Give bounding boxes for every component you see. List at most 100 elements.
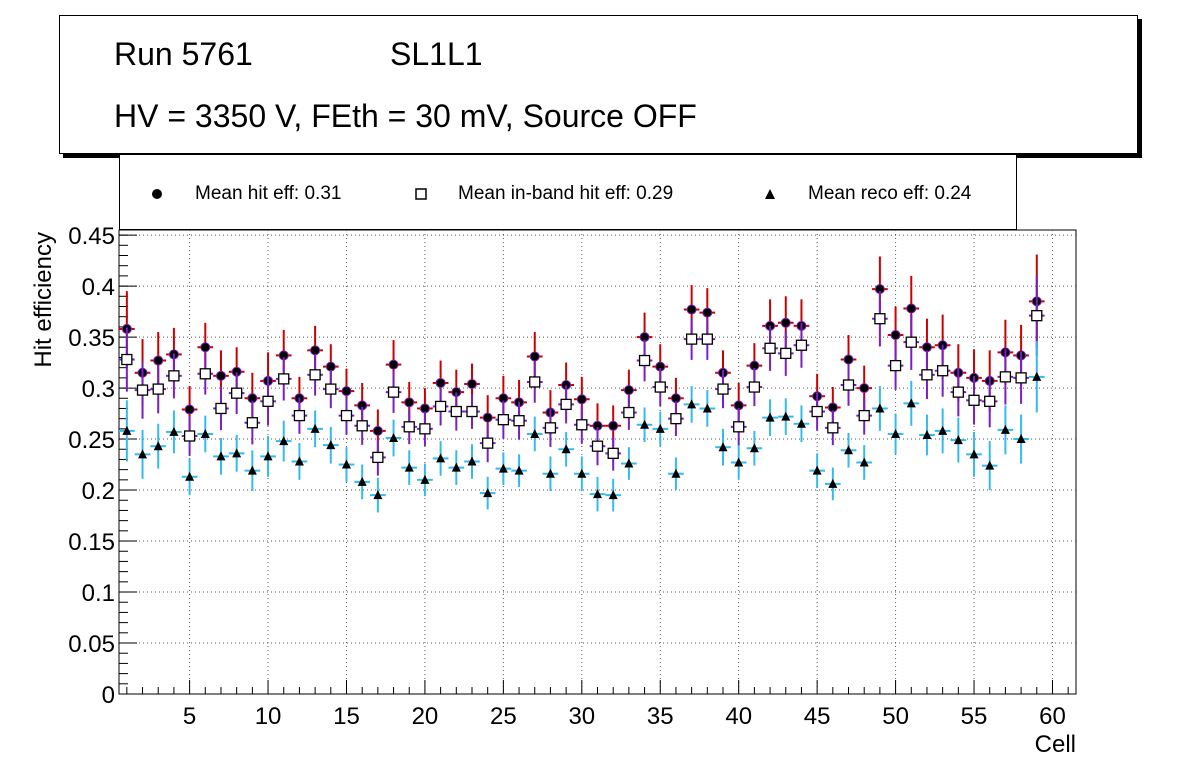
reco-point xyxy=(498,463,508,473)
hit-point xyxy=(325,361,336,372)
hit-point xyxy=(702,307,713,318)
series-mean-inband-hit-eff xyxy=(119,275,1045,476)
inband-point xyxy=(733,421,745,433)
reco-point xyxy=(938,425,948,435)
inband-point xyxy=(340,409,353,422)
inband-point xyxy=(1015,372,1027,384)
y-tick-label: 0.3 xyxy=(82,376,115,403)
inband-point xyxy=(921,369,933,381)
reco-point xyxy=(420,474,430,484)
reco-point xyxy=(655,423,665,433)
y-tick-label: 0 xyxy=(102,682,115,709)
y-tick-label: 0.05 xyxy=(68,631,115,658)
hit-point xyxy=(890,330,901,341)
run-info-box: Run 5761 SL1L1 HV = 3350 V, FEth = 30 mV… xyxy=(59,15,1138,154)
series-mean-reco-eff xyxy=(119,341,1045,513)
hit-point xyxy=(184,404,195,415)
inband-point xyxy=(984,395,996,407)
reco-point xyxy=(404,462,414,472)
reco-point xyxy=(389,433,399,443)
inband-point xyxy=(576,419,588,431)
inband-point xyxy=(136,384,149,396)
reco-point xyxy=(891,428,901,438)
reco-point xyxy=(185,471,195,481)
reco-point xyxy=(922,429,932,439)
inband-point xyxy=(529,376,541,388)
reco-point xyxy=(953,435,963,445)
reco-point xyxy=(451,462,461,472)
reco-point xyxy=(671,468,681,478)
inband-point xyxy=(670,413,682,425)
hit-point xyxy=(215,370,226,381)
inband-point xyxy=(795,339,808,351)
inband-point xyxy=(356,420,368,432)
inband-point xyxy=(121,353,133,366)
hit-point xyxy=(310,345,321,356)
inband-point xyxy=(827,422,839,434)
inband-point xyxy=(231,387,243,399)
reco-point xyxy=(263,451,273,461)
hit-point xyxy=(843,354,854,365)
inband-point xyxy=(152,383,164,395)
hit-point xyxy=(341,386,352,397)
hit-point xyxy=(388,359,399,370)
reco-point xyxy=(1016,434,1026,444)
reco-point xyxy=(483,488,493,498)
inband-point xyxy=(246,417,259,429)
reco-point xyxy=(577,468,587,478)
legend-inband-eff: Mean in-band hit eff: 0.29 xyxy=(458,183,674,204)
inband-point xyxy=(450,405,462,418)
inband-point xyxy=(780,347,792,360)
inband-point xyxy=(372,451,384,464)
inband-point xyxy=(764,342,776,354)
inband-point xyxy=(748,381,761,393)
inband-point xyxy=(952,386,964,398)
reco-point xyxy=(279,436,289,446)
reco-point xyxy=(122,425,132,435)
x-axis-label: Cell xyxy=(1035,731,1076,758)
inband-point xyxy=(293,409,306,422)
reco-point xyxy=(232,448,242,458)
reco-point xyxy=(828,478,838,488)
reco-point xyxy=(781,411,791,421)
reco-point xyxy=(718,442,728,452)
reco-point xyxy=(608,490,618,500)
reco-point xyxy=(467,456,477,466)
x-tick-label: 25 xyxy=(490,703,517,730)
inband-point xyxy=(419,423,431,435)
reco-point xyxy=(734,457,744,467)
reco-point xyxy=(624,458,634,468)
inband-point xyxy=(278,373,290,385)
x-tick-label: 40 xyxy=(725,703,752,730)
hit-point xyxy=(780,317,791,328)
y-tick-label: 0.35 xyxy=(68,325,115,352)
inband-point xyxy=(513,415,525,427)
hit-point xyxy=(921,342,932,353)
reco-point xyxy=(200,428,210,438)
reco-point xyxy=(749,443,759,453)
inband-point xyxy=(466,405,478,418)
x-tick-label: 30 xyxy=(568,703,595,730)
reco-point xyxy=(969,449,979,459)
hit-point xyxy=(404,397,415,408)
reco-point xyxy=(875,403,885,413)
legend: Mean hit eff: 0.31 Mean in-band hit eff:… xyxy=(119,155,1017,230)
hit-point xyxy=(608,420,619,431)
x-tick-label: 10 xyxy=(255,703,282,730)
hit-point xyxy=(435,377,446,388)
y-tick-label: 0.15 xyxy=(68,529,115,556)
reco-point xyxy=(530,428,540,438)
y-tick-label: 0.4 xyxy=(82,274,115,301)
hit-point xyxy=(623,385,634,396)
reco-point xyxy=(436,453,446,463)
inband-point xyxy=(183,430,196,442)
inband-point xyxy=(842,379,855,391)
hit-point xyxy=(200,342,211,353)
reco-point xyxy=(545,468,555,478)
reco-point xyxy=(153,441,163,451)
y-tick-label: 0.25 xyxy=(68,427,115,454)
inband-point xyxy=(434,400,447,413)
inband-point xyxy=(685,333,698,345)
hit-point xyxy=(482,412,493,423)
inband-point xyxy=(560,398,572,411)
